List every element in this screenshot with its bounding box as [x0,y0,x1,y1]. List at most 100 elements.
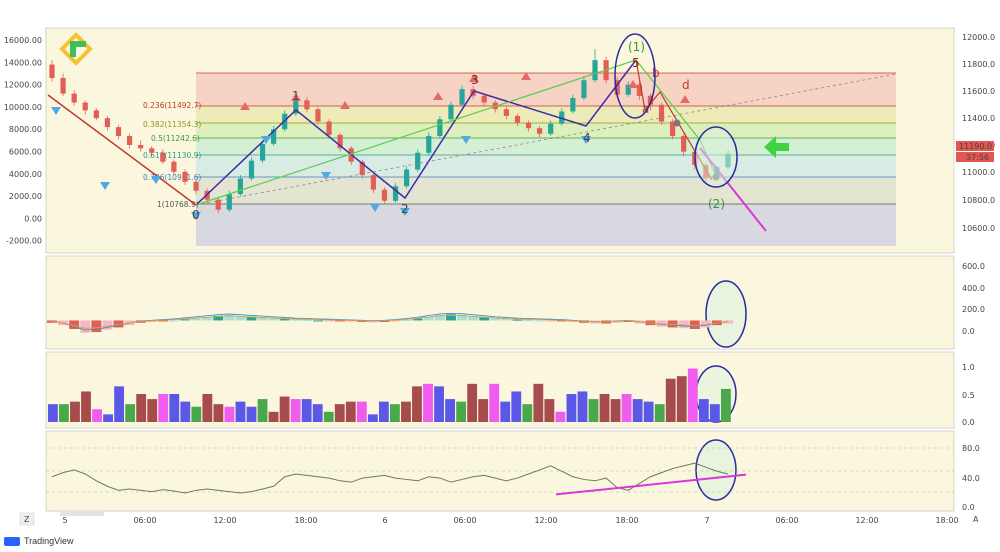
time-axis[interactable]: 5 06:00 12:00 18:00 6 06:00 12:00 18:00 7 06:00 12… [62,516,958,525]
timezone-button[interactable]: Z [19,512,35,526]
right-axis-tick-label: 10800.0 [962,196,995,205]
oscillator-bar [445,399,455,422]
candle-body [370,175,376,190]
macd-axis-tick-label: 0.0 [962,327,975,336]
time-scroll-bar[interactable] [60,511,104,516]
price-axis-left[interactable]: 16000.00 14000.00 12000.00 10000.00 8000.00 6… [4,36,42,246]
macd-histogram-bar [534,320,545,322]
tradingview-footer[interactable]: TradingView [4,536,74,546]
oscillator-bar [147,399,158,422]
macd-histogram-bar [257,317,268,321]
macd-histogram-bar [69,320,80,329]
candle-body [503,109,509,116]
candle-body [525,122,532,129]
green-arrow-icon [764,136,789,158]
candle-body [669,121,676,137]
macd-histogram-bar [567,320,578,322]
candle-body [315,109,321,122]
macd-histogram-bar [512,319,523,321]
oscillator-bar [59,404,69,422]
macd-histogram-bar [357,320,368,322]
wave-label-1-major: (1) [628,40,645,54]
up-marker-icon [680,95,690,103]
wave-label-4: 4 [583,131,591,145]
rsi-axis-tick-label: 40.0 [962,474,980,483]
right-axis-tick-label: 12000.0 [962,33,995,42]
wave-label-3: 3 [471,73,479,87]
candle-body [93,110,99,119]
macd-histogram-bar [191,318,202,321]
oscillator-bar [114,386,125,422]
oscillator-bar [92,409,102,422]
rsi-panel[interactable] [45,430,955,512]
candle-body [293,100,299,114]
oscillator-bar [500,401,511,422]
up-marker-icon [291,93,301,101]
down-marker-icon [261,136,271,144]
candle-body [658,104,665,122]
candle-body [647,95,654,105]
oscillator-bars [48,368,731,422]
candle-body [592,60,598,81]
candle-body [215,199,221,210]
osc-axis-tick-label: 0.5 [962,391,975,400]
candle-body [392,186,399,201]
left-axis-tick-label: 10000.00 [4,103,42,112]
wave-labels: 0 1 2 3 4 5 a b d (1) (2) [192,40,725,222]
up-marker-icon [340,101,350,109]
time-axis-tick-label: 6 [382,516,387,525]
oscillator-bar [213,404,224,422]
right-axis-tick-label: 11000.0 [962,168,995,177]
candle-body [636,84,642,96]
correction-line[interactable] [635,59,713,181]
fibonacci-retracement[interactable]: 0.236(11492.7) 0.382(11354.3) 0.5(11242.… [143,72,896,246]
elliott-wave-line[interactable] [195,59,637,206]
oscillator-bar [334,404,345,422]
tradingview-logo-icon [4,536,20,546]
candle-body [448,104,454,120]
candle-body [359,161,365,176]
time-axis-tick-label: 12:00 [855,516,878,525]
macd-histogram-bar [445,314,456,321]
rsi-trend-line [555,473,747,496]
macd-histogram-bar [501,318,512,321]
time-axis-tick-label: 5 [62,516,67,525]
oscillator-bar [202,394,213,422]
macd-histogram-bar [179,319,190,321]
candle-body [226,194,232,210]
oscillator-bar [599,394,610,422]
left-axis-tick-label: 0.00 [24,214,42,223]
oscillator-bar [588,399,599,422]
oscillator-bar [367,414,378,422]
oscillator-bar [70,401,80,422]
time-axis-tick-label: 18:00 [294,516,317,525]
macd-histogram-bar [556,320,567,322]
downtrend-line[interactable] [47,94,197,206]
oscillator-bar [224,406,235,422]
oscillator-bar [544,399,555,422]
fib-label-0786: 0.786(10971.6) [143,173,201,182]
macd-histogram-bar [268,318,279,321]
candle-body [381,189,388,201]
rsi-line [51,462,729,494]
candle-body [193,181,199,191]
time-axis-tick-label: 06:00 [453,516,476,525]
dashed-channel-line [195,73,897,206]
auto-scale-button[interactable]: A [973,515,979,524]
macd-histogram-bar [523,320,534,322]
candle-body [404,169,410,187]
oscillator-bar [312,404,323,422]
macd-panel[interactable] [45,255,955,350]
oscillator-bar [136,394,147,422]
right-axis-tick-label: 11600.0 [962,87,995,96]
oscillator-bar [434,386,444,422]
footer-label: TradingView [24,536,74,546]
oscillator-bar [301,399,312,422]
oscillator-bar [610,399,621,422]
svg-text:11190.0: 11190.0 [959,142,992,151]
down-marker-icon [581,136,591,144]
macd-histogram-bar [202,316,213,321]
oscillator-bar [665,378,676,422]
oscillator-bar [81,391,91,422]
